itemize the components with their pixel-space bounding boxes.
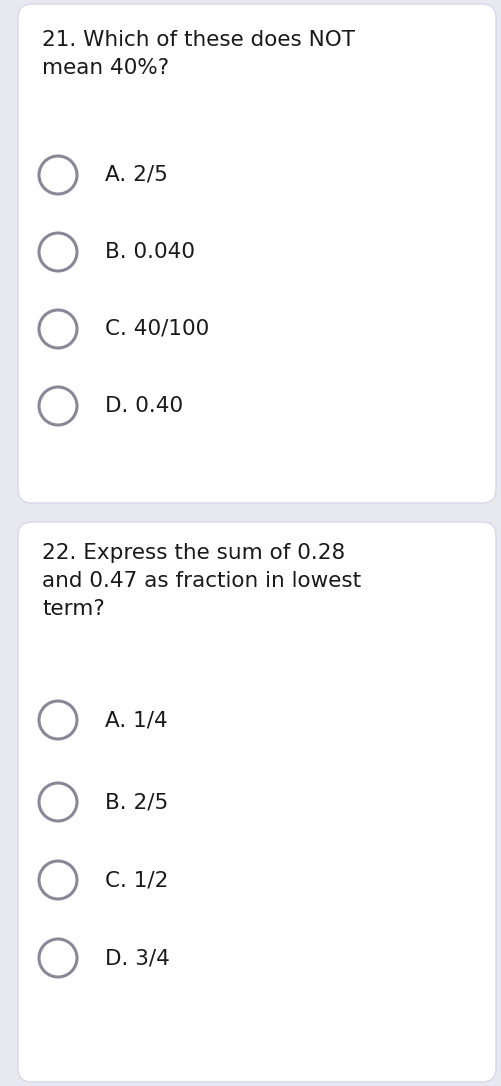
Text: 22. Express the sum of 0.28
and 0.47 as fraction in lowest
term?: 22. Express the sum of 0.28 and 0.47 as … — [42, 543, 360, 619]
Circle shape — [39, 861, 77, 899]
Circle shape — [39, 783, 77, 821]
Circle shape — [39, 310, 77, 348]
Circle shape — [39, 387, 77, 425]
Text: 21. Which of these does NOT
mean 40%?: 21. Which of these does NOT mean 40%? — [42, 30, 354, 78]
FancyBboxPatch shape — [18, 4, 495, 503]
Text: A. 1/4: A. 1/4 — [105, 710, 167, 730]
Circle shape — [39, 156, 77, 194]
Text: B. 2/5: B. 2/5 — [105, 792, 168, 812]
Circle shape — [39, 939, 77, 977]
Text: C. 40/100: C. 40/100 — [105, 319, 209, 339]
Circle shape — [39, 233, 77, 272]
Text: C. 1/2: C. 1/2 — [105, 870, 168, 891]
Circle shape — [39, 700, 77, 738]
FancyBboxPatch shape — [18, 522, 495, 1082]
Text: D. 0.40: D. 0.40 — [105, 396, 183, 416]
Text: B. 0.040: B. 0.040 — [105, 242, 194, 262]
Text: D. 3/4: D. 3/4 — [105, 948, 169, 968]
Text: A. 2/5: A. 2/5 — [105, 165, 167, 185]
